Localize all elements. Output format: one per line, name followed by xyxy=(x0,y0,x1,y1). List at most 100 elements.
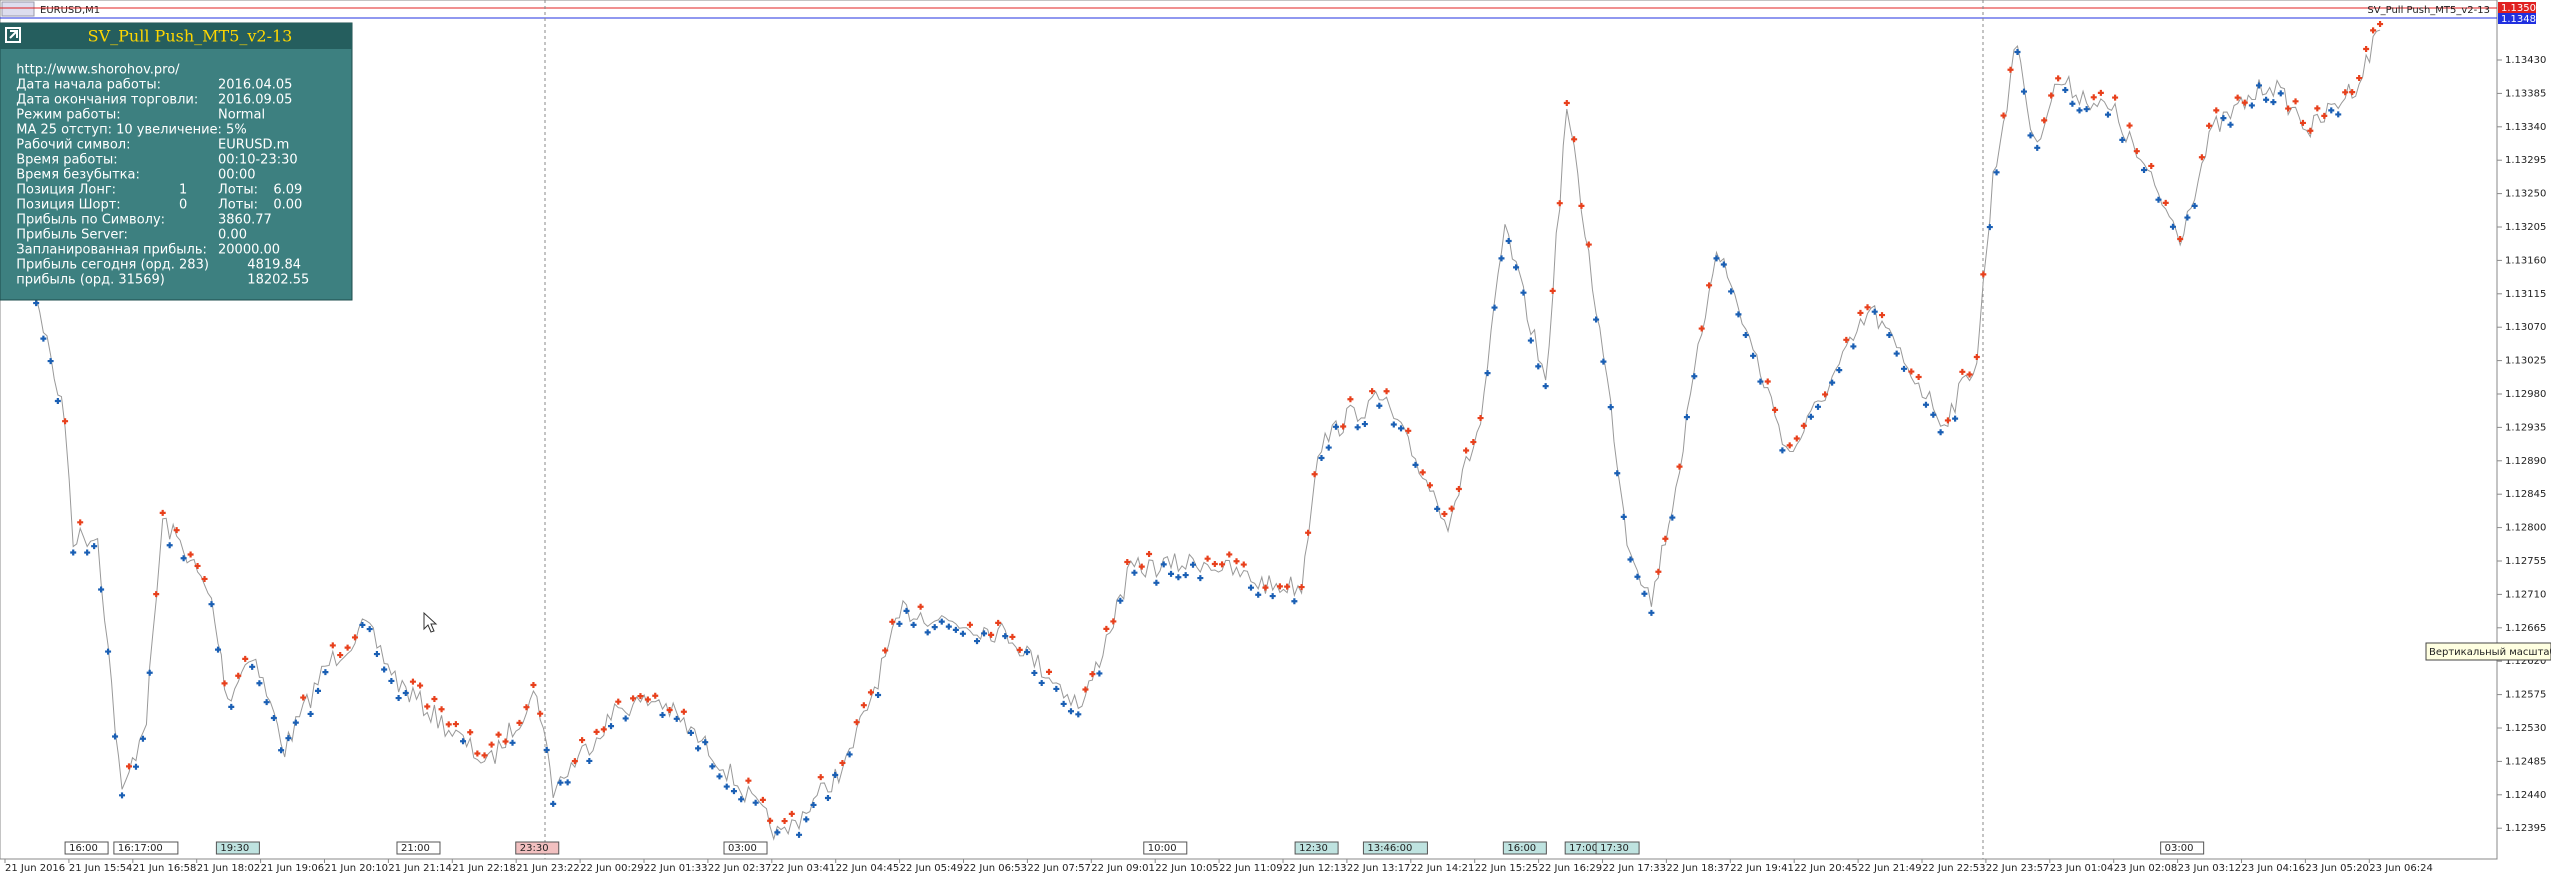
time-label: 23 Jun 04:16 xyxy=(2242,863,2306,874)
panel-text: 2016.04.05 xyxy=(218,78,292,93)
signal-marker xyxy=(1973,354,1980,361)
time-label: 22 Jun 13:17 xyxy=(1347,863,1411,874)
panel-text: http://www.shorohov.pro/ xyxy=(16,63,180,78)
signal-marker xyxy=(846,751,853,758)
signal-marker xyxy=(995,619,1002,626)
signal-marker xyxy=(1247,584,1254,591)
signal-marker xyxy=(2356,75,2363,82)
signal-marker xyxy=(388,677,395,684)
signal-marker xyxy=(2213,107,2220,114)
panel-text: 00:10-23:30 xyxy=(218,153,298,168)
signal-marker xyxy=(1620,513,1627,520)
signal-marker xyxy=(1728,288,1735,295)
signal-marker xyxy=(2370,27,2377,34)
signal-marker xyxy=(2263,96,2270,103)
panel-text: 4819.84 xyxy=(247,258,301,273)
signal-marker xyxy=(1455,485,1462,492)
signal-marker xyxy=(1614,470,1621,477)
signal-marker xyxy=(2377,21,2384,28)
window-title: EURUSD,M1 xyxy=(40,5,100,16)
signal-marker xyxy=(180,555,187,562)
signal-marker xyxy=(344,644,351,651)
signal-marker xyxy=(1347,396,1354,403)
session-mark: 19:30 xyxy=(220,843,249,854)
signal-marker xyxy=(1986,224,1993,231)
signal-marker xyxy=(1980,271,1987,278)
panel-text: Normal xyxy=(218,108,265,123)
signal-marker xyxy=(187,551,194,558)
signal-marker xyxy=(474,750,481,757)
signal-marker xyxy=(2184,214,2191,221)
panel-text: прибыль (орд. 31569) xyxy=(16,273,165,288)
signal-marker xyxy=(695,745,702,752)
signal-marker xyxy=(832,771,839,778)
signal-marker xyxy=(1383,388,1390,395)
signal-marker xyxy=(530,681,537,688)
signal-marker xyxy=(659,712,666,719)
signal-marker xyxy=(796,831,803,838)
signal-marker xyxy=(1269,593,1276,600)
time-label: 23 Jun 02:08 xyxy=(2114,863,2178,874)
price-label: 1.13160 xyxy=(2505,255,2546,266)
signal-marker xyxy=(952,626,959,633)
signal-marker xyxy=(1448,505,1455,512)
signal-marker xyxy=(550,800,557,807)
time-label: 22 Jun 01:33 xyxy=(644,863,708,874)
panel-text: EURUSD.m xyxy=(218,138,289,153)
signal-marker xyxy=(988,631,995,638)
panel-text: Позиция Шорт: xyxy=(16,198,120,213)
signal-marker xyxy=(652,692,659,699)
signal-marker xyxy=(702,739,709,746)
signal-marker xyxy=(557,779,564,786)
panel-text: 3860.77 xyxy=(218,213,272,228)
signal-marker xyxy=(1376,402,1383,409)
signal-marker xyxy=(1325,444,1332,451)
signal-marker xyxy=(1836,367,1843,374)
session-mark: 16:00 xyxy=(69,843,98,854)
signal-marker xyxy=(1807,413,1814,420)
signal-marker xyxy=(300,694,307,701)
signal-marker xyxy=(1211,560,1218,567)
signal-marker xyxy=(2285,105,2292,112)
signal-marker xyxy=(2020,88,2027,95)
signal-marker xyxy=(2069,100,2076,107)
signal-marker xyxy=(1038,679,1045,686)
session-mark: 16:00 xyxy=(1507,843,1536,854)
signal-marker xyxy=(2112,94,2119,101)
signal-marker xyxy=(445,721,452,728)
time-label: 21 Jun 21:14 xyxy=(388,863,452,874)
signal-marker xyxy=(1930,411,1937,418)
signal-marker xyxy=(981,630,988,637)
signal-marker xyxy=(1318,454,1325,461)
signal-marker xyxy=(523,704,530,711)
signal-marker xyxy=(2041,117,2048,124)
signal-marker xyxy=(1498,255,1505,262)
signal-marker xyxy=(917,603,924,610)
signal-marker xyxy=(966,621,973,628)
signal-marker xyxy=(1369,388,1376,395)
time-label: 23 Jun 01:04 xyxy=(2050,863,2114,874)
signal-marker xyxy=(781,818,788,825)
signal-marker xyxy=(208,601,215,608)
session-mark-box xyxy=(64,841,109,855)
session-mark-box xyxy=(1502,841,1547,855)
time-label: 22 Jun 16:29 xyxy=(1539,863,1603,874)
signal-marker xyxy=(84,549,91,556)
panel-text: Лоты: xyxy=(218,198,258,213)
signal-marker xyxy=(1046,668,1053,675)
signal-marker xyxy=(1053,685,1060,692)
signal-marker xyxy=(105,648,112,655)
price-label: 1.13250 xyxy=(2505,189,2546,200)
signal-marker xyxy=(2014,49,2021,56)
session-mark: 17:30 xyxy=(1600,843,1629,854)
signal-marker xyxy=(2277,90,2284,97)
signal-marker xyxy=(1484,370,1491,377)
signal-marker xyxy=(767,817,774,824)
price-label: 1.13205 xyxy=(2505,222,2546,233)
signal-marker xyxy=(2227,121,2234,128)
signal-marker xyxy=(2292,98,2299,105)
time-label: 22 Jun 06:53 xyxy=(964,863,1028,874)
signal-marker xyxy=(2241,99,2248,106)
signal-marker xyxy=(1168,570,1175,577)
